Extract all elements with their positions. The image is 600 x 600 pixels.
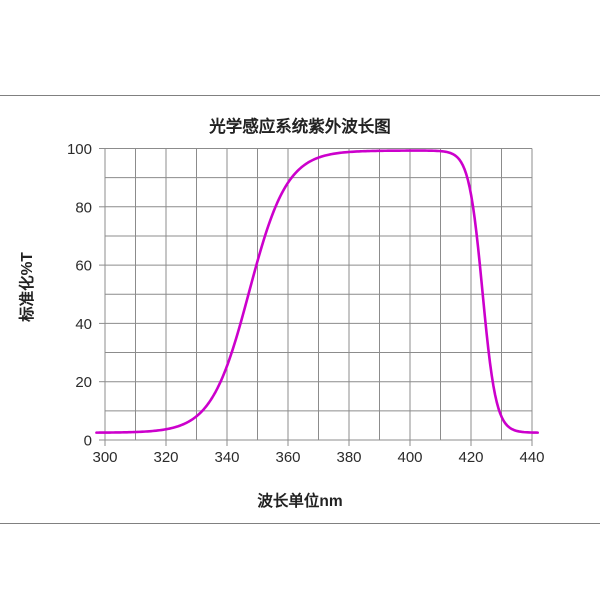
svg-text:420: 420: [458, 449, 483, 466]
svg-text:380: 380: [336, 449, 361, 466]
svg-text:400: 400: [397, 449, 422, 466]
svg-text:320: 320: [153, 449, 178, 466]
svg-text:20: 20: [75, 374, 92, 391]
svg-text:360: 360: [275, 449, 300, 466]
svg-text:80: 80: [75, 199, 92, 216]
svg-text:440: 440: [519, 449, 544, 466]
svg-text:300: 300: [92, 449, 117, 466]
svg-text:0: 0: [84, 433, 92, 450]
svg-text:100: 100: [67, 141, 92, 158]
svg-text:340: 340: [214, 449, 239, 466]
svg-text:60: 60: [75, 258, 92, 275]
svg-text:40: 40: [75, 316, 92, 333]
